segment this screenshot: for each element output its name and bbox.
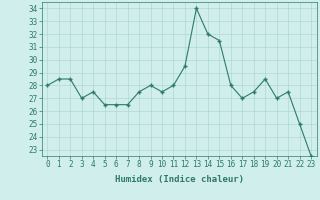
X-axis label: Humidex (Indice chaleur): Humidex (Indice chaleur): [115, 175, 244, 184]
